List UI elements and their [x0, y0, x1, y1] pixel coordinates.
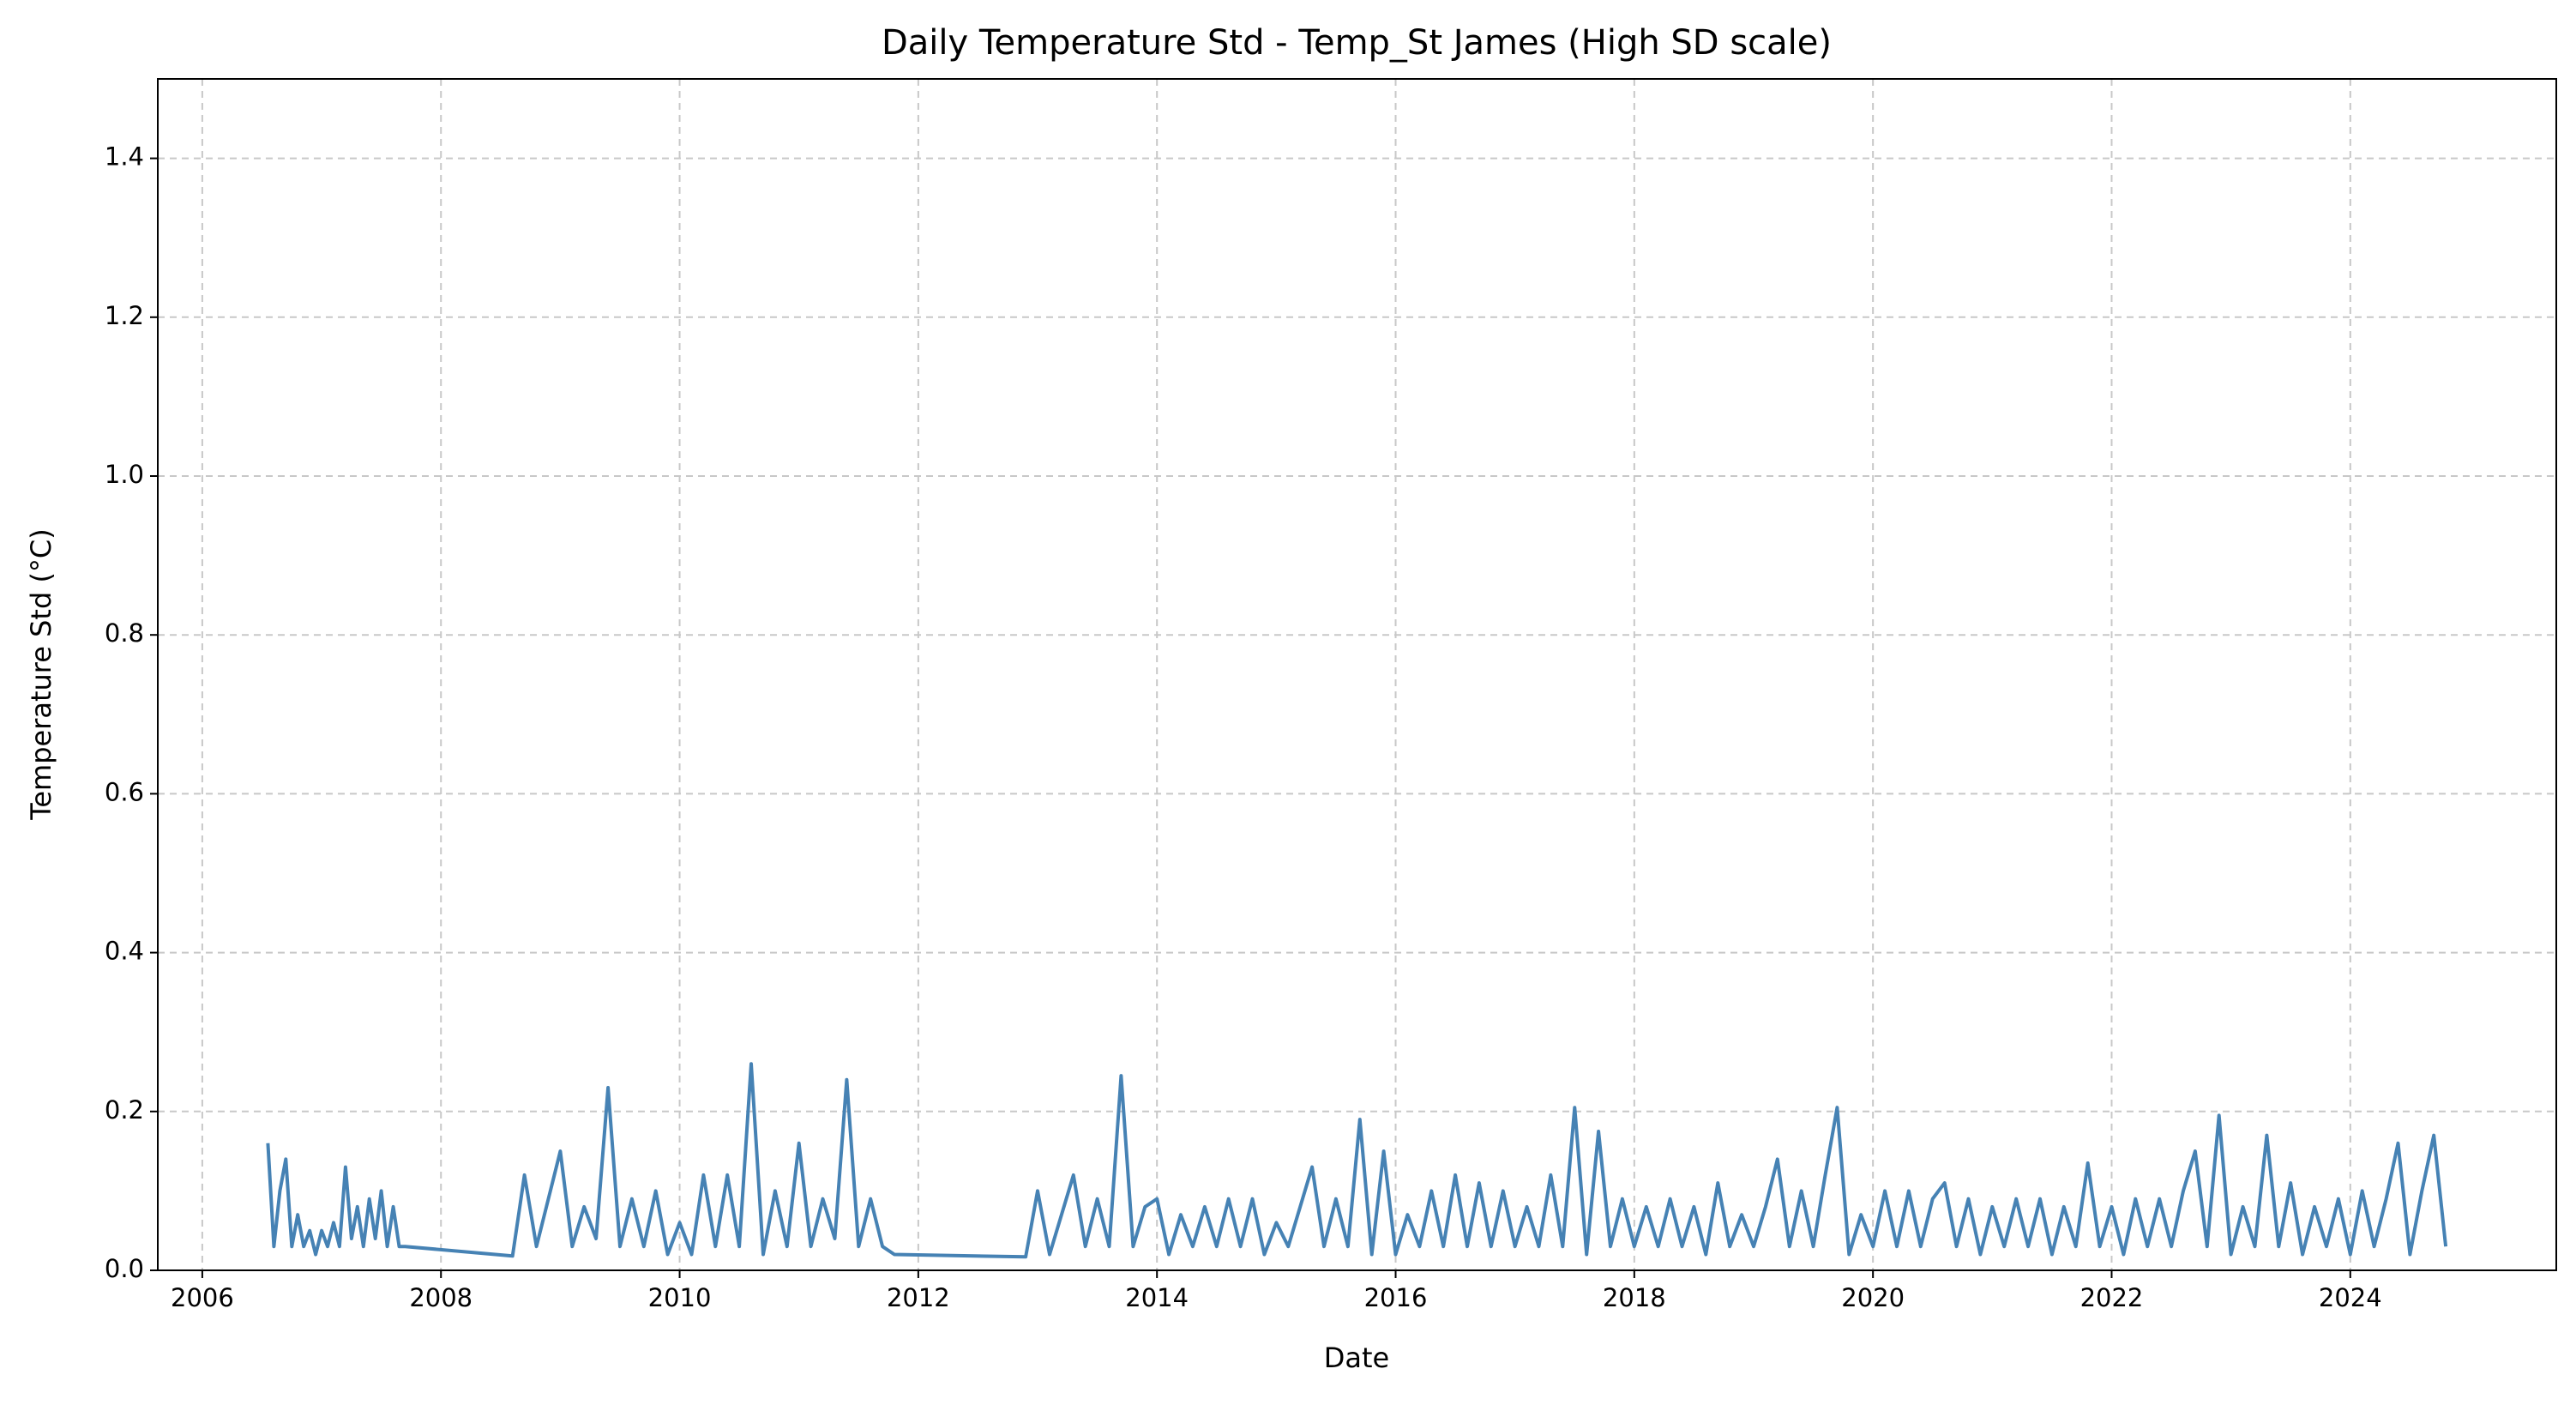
x-axis-label: Date	[1324, 1342, 1389, 1374]
x-tick-label: 2006	[171, 1283, 234, 1312]
x-tick-label: 2022	[2080, 1283, 2144, 1312]
y-tick-label: 0.6	[105, 777, 144, 806]
x-tick-label: 2010	[648, 1283, 712, 1312]
y-tick-label: 0.0	[105, 1254, 144, 1283]
x-tick-label: 2016	[1364, 1283, 1428, 1312]
y-axis-label: Temperature Std (°C)	[25, 528, 57, 821]
y-tick-label: 0.8	[105, 618, 144, 648]
x-tick-label: 2018	[1603, 1283, 1666, 1312]
y-tick-label: 1.0	[105, 460, 144, 489]
y-tick-label: 1.2	[105, 301, 144, 330]
x-tick-label: 2014	[1125, 1283, 1189, 1312]
plot-frame	[157, 78, 2557, 1271]
chart-title: Daily Temperature Std - Temp_St James (H…	[882, 23, 1832, 63]
x-tick-label: 2008	[409, 1283, 472, 1312]
x-tick-label: 2020	[1841, 1283, 1905, 1312]
y-tick-label: 0.4	[105, 937, 144, 966]
data-line	[266, 1062, 2448, 1259]
y-tick-label: 0.2	[105, 1095, 144, 1125]
x-tick-label: 2012	[887, 1283, 950, 1312]
x-tick-label: 2024	[2319, 1283, 2382, 1312]
y-tick-label: 1.4	[105, 142, 144, 172]
